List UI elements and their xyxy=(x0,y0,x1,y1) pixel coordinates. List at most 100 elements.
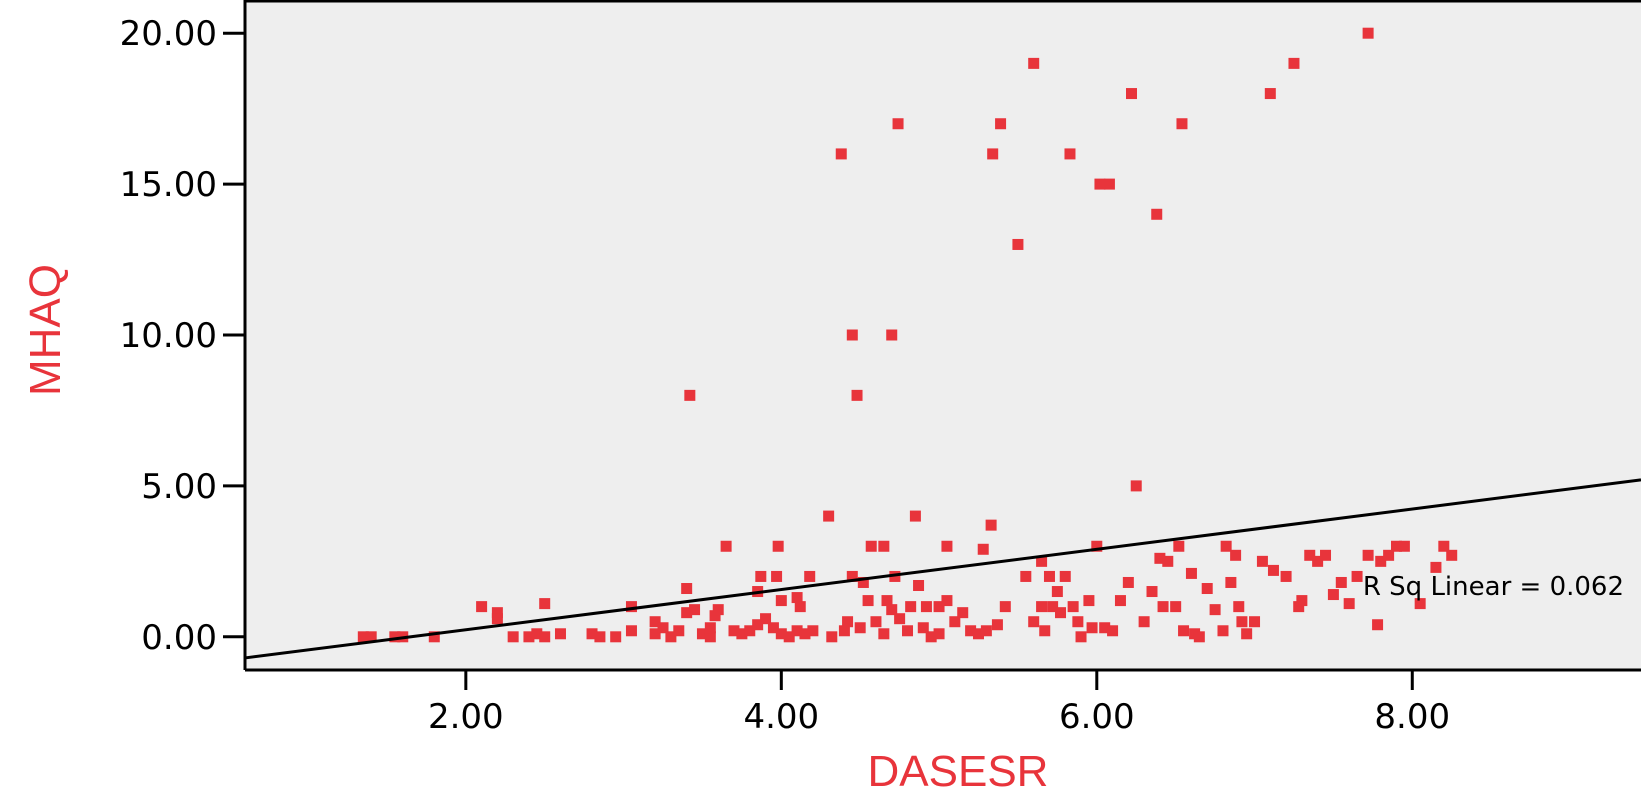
data-point xyxy=(1372,619,1384,631)
data-point xyxy=(941,595,953,607)
data-point xyxy=(1091,540,1103,552)
data-point xyxy=(1130,480,1142,492)
data-point xyxy=(491,607,503,619)
data-point xyxy=(851,389,863,401)
x-tick-label: 6.00 xyxy=(1059,697,1135,737)
data-point xyxy=(476,601,488,613)
data-point xyxy=(539,631,551,643)
data-point xyxy=(1304,549,1316,561)
data-point xyxy=(799,628,811,640)
data-point xyxy=(1059,570,1071,582)
data-point xyxy=(1122,576,1134,588)
data-point xyxy=(554,628,566,640)
data-point xyxy=(1264,88,1276,100)
data-point xyxy=(838,625,850,637)
y-tick-label: 0.00 xyxy=(141,618,217,658)
data-point xyxy=(1288,57,1300,69)
data-point xyxy=(428,631,440,643)
data-point xyxy=(1103,178,1115,190)
data-point xyxy=(1036,555,1048,567)
data-point xyxy=(1225,576,1237,588)
data-point xyxy=(886,329,898,341)
data-point xyxy=(1343,598,1355,610)
y-tick-label: 20.00 xyxy=(120,14,217,54)
data-point xyxy=(854,622,866,634)
data-point xyxy=(905,601,917,613)
data-point xyxy=(991,619,1003,631)
regression-line xyxy=(244,478,1641,660)
data-point xyxy=(1083,595,1095,607)
data-point xyxy=(1178,625,1190,637)
data-point xyxy=(980,625,992,637)
y-tick-label: 10.00 xyxy=(120,316,217,356)
data-point xyxy=(665,631,677,643)
x-tick-label: 4.00 xyxy=(743,697,819,737)
data-point xyxy=(987,148,999,160)
data-point xyxy=(886,604,898,616)
data-point xyxy=(1391,540,1403,552)
data-point xyxy=(807,625,819,637)
data-point xyxy=(625,601,637,613)
data-point xyxy=(1267,564,1279,576)
data-point xyxy=(791,592,803,604)
data-point xyxy=(531,628,543,640)
data-point xyxy=(389,631,401,643)
data-point xyxy=(1036,601,1048,613)
data-point xyxy=(1414,598,1426,610)
data-point xyxy=(1099,622,1111,634)
data-point xyxy=(1055,607,1067,619)
data-point xyxy=(933,601,945,613)
data-point xyxy=(610,631,622,643)
y-tick-label: 5.00 xyxy=(141,467,217,507)
data-point xyxy=(999,601,1011,613)
data-point xyxy=(1335,576,1347,588)
data-point xyxy=(1012,238,1024,250)
data-point xyxy=(909,510,921,522)
data-point xyxy=(1075,631,1087,643)
data-point xyxy=(771,570,783,582)
data-point xyxy=(842,616,854,628)
x-tick-label: 8.00 xyxy=(1374,697,1450,737)
data-point xyxy=(791,625,803,637)
data-point xyxy=(965,625,977,637)
data-point xyxy=(744,625,756,637)
data-point xyxy=(491,613,503,625)
data-point xyxy=(1028,57,1040,69)
data-point xyxy=(1236,616,1248,628)
data-point xyxy=(728,625,740,637)
data-point xyxy=(1185,567,1197,579)
data-point xyxy=(649,628,661,640)
data-point xyxy=(917,622,929,634)
axes: 0.00 5.00 10.00 15.00 20.00 2.00 4.00 6.00 8.00 xyxy=(120,0,1641,737)
data-point xyxy=(1362,549,1374,561)
data-point xyxy=(1107,625,1119,637)
data-point xyxy=(523,631,535,643)
data-point xyxy=(775,628,787,640)
data-point xyxy=(1320,549,1332,561)
r-squared-label: R Sq Linear = 0.062 xyxy=(1363,572,1624,602)
data-point xyxy=(1430,561,1442,573)
data-point xyxy=(586,628,598,640)
data-point xyxy=(696,628,708,640)
data-point xyxy=(1154,552,1166,564)
data-point xyxy=(736,628,748,640)
data-point xyxy=(1362,27,1374,39)
data-point xyxy=(1398,540,1410,552)
data-point xyxy=(1327,589,1339,601)
data-point xyxy=(1193,631,1205,643)
data-point xyxy=(865,540,877,552)
data-point xyxy=(941,540,953,552)
data-point xyxy=(1446,549,1458,561)
y-tick-label: 15.00 xyxy=(120,165,217,205)
data-point xyxy=(1312,555,1324,567)
data-point xyxy=(720,540,732,552)
data-point xyxy=(804,570,816,582)
data-point xyxy=(681,607,693,619)
data-point xyxy=(1375,555,1387,567)
data-point xyxy=(1217,625,1229,637)
data-point xyxy=(878,628,890,640)
data-point xyxy=(1162,555,1174,567)
data-point xyxy=(894,613,906,625)
data-point xyxy=(949,616,961,628)
